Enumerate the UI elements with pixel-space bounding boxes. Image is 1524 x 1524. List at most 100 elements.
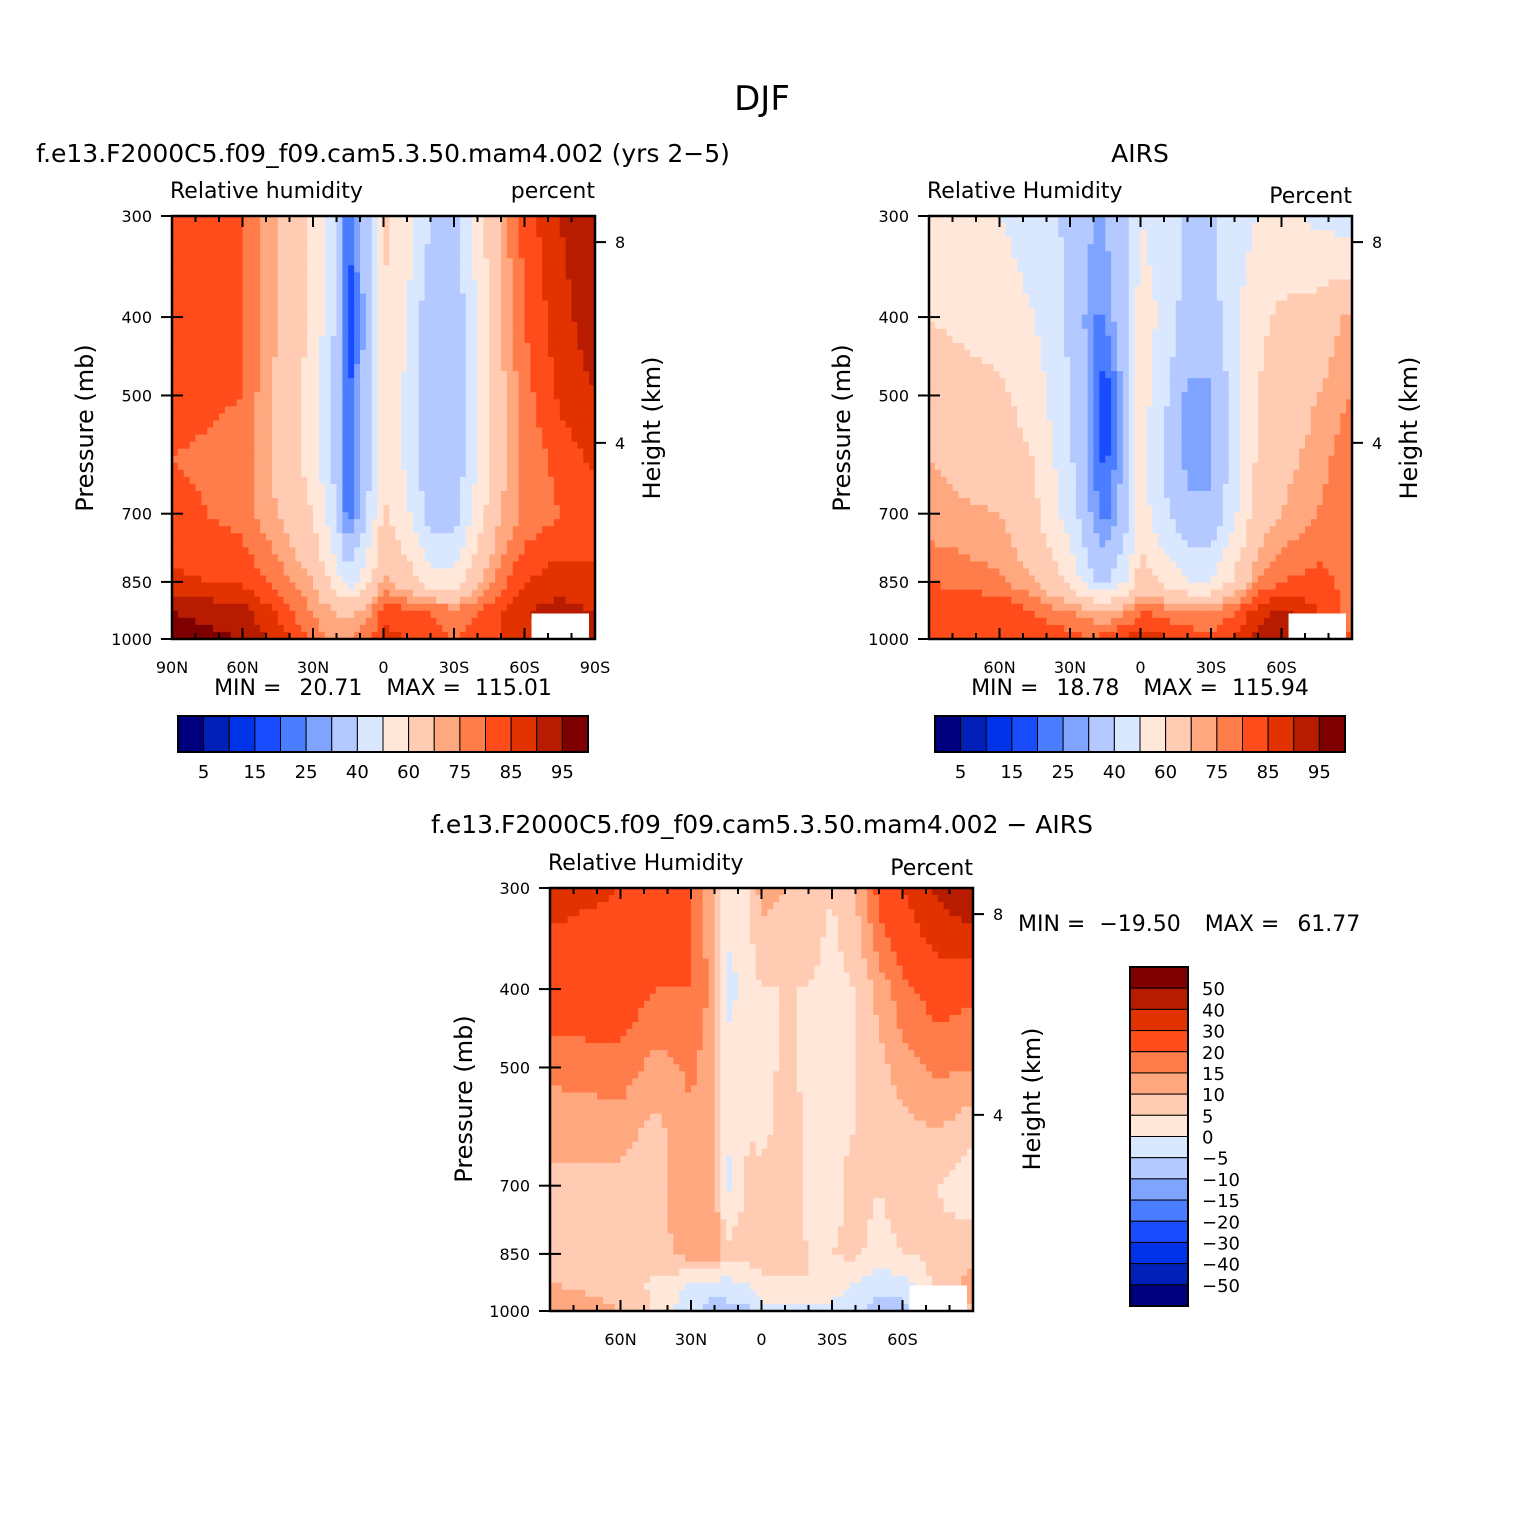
field-cell <box>365 258 373 266</box>
field-cell <box>1175 237 1183 245</box>
field-cell <box>571 272 578 281</box>
field-cell <box>365 519 373 527</box>
field-cell <box>448 483 455 492</box>
field-cell <box>987 237 995 245</box>
field-cell <box>195 448 202 457</box>
field-cell <box>295 216 302 224</box>
field-cell <box>354 547 361 555</box>
field-cell <box>242 533 249 541</box>
field-cell <box>313 216 320 224</box>
field-cell <box>1140 244 1147 252</box>
field-cell <box>483 526 490 534</box>
field-cell <box>401 505 408 513</box>
field-cell <box>559 554 567 563</box>
field-cell <box>448 371 455 379</box>
field-cell <box>565 321 573 330</box>
field-cell <box>377 540 385 548</box>
field-cell <box>548 554 555 563</box>
field-cell <box>489 216 496 224</box>
field-cell <box>436 378 443 386</box>
field-cell <box>436 286 443 295</box>
field-cell <box>471 378 479 386</box>
field-cell <box>1322 237 1330 245</box>
field-cell <box>524 490 531 499</box>
field-cell <box>548 505 555 513</box>
field-cell <box>471 434 479 443</box>
field-cell <box>589 505 596 513</box>
field-cell <box>313 561 320 570</box>
field-cell <box>219 490 226 499</box>
field-cell <box>424 512 432 520</box>
field-cell <box>289 568 296 577</box>
field-cell <box>295 434 302 443</box>
field-cell <box>1169 244 1177 252</box>
field-cell <box>512 519 520 527</box>
field-cell <box>542 413 549 422</box>
field-cell <box>430 624 437 633</box>
field-cell <box>283 357 291 365</box>
field-cell <box>518 321 526 330</box>
field-cell <box>213 448 220 457</box>
field-cell <box>283 582 291 591</box>
field-cell <box>571 483 578 492</box>
field-cell <box>242 554 249 563</box>
field-cell <box>448 364 455 372</box>
field-cell <box>483 441 490 450</box>
field-cell <box>354 441 361 450</box>
field-cell <box>407 631 414 640</box>
field-cell <box>495 526 502 534</box>
field-cell <box>242 631 249 640</box>
field-cell <box>219 483 226 492</box>
field-cell <box>1199 244 1206 252</box>
field-cell <box>395 237 402 245</box>
field-cell <box>412 547 420 555</box>
field-cell <box>224 490 232 499</box>
field-cell <box>365 575 373 584</box>
field-cell <box>1293 223 1300 231</box>
field-cell <box>177 589 185 598</box>
field-cell <box>1046 223 1053 231</box>
field-cell <box>172 258 179 266</box>
field-cell <box>424 364 432 372</box>
field-cell <box>242 258 249 266</box>
field-cell <box>565 554 573 563</box>
field-cell <box>383 342 390 351</box>
field-cell <box>536 307 543 316</box>
field-cell <box>964 244 971 252</box>
field-cell <box>389 568 396 577</box>
field-cell <box>483 413 490 422</box>
field-cell <box>483 406 490 414</box>
field-cell <box>571 258 578 266</box>
field-cell <box>213 265 220 273</box>
field-cell <box>307 561 314 570</box>
field-cell <box>313 526 320 534</box>
field-cell <box>553 244 561 252</box>
field-cell <box>1164 265 1171 273</box>
field-cell <box>360 603 367 612</box>
field-cell <box>348 272 355 281</box>
field-cell <box>418 554 426 563</box>
field-cell <box>465 420 473 429</box>
field-cell <box>201 237 208 245</box>
field-cell <box>177 483 185 492</box>
field-cell <box>442 293 449 302</box>
field-cell <box>559 251 567 259</box>
field-cell <box>583 349 590 358</box>
field-cell <box>1070 265 1077 273</box>
field-cell <box>424 427 432 436</box>
field-cell <box>318 237 326 245</box>
field-cell <box>536 505 543 513</box>
field-cell <box>477 223 484 231</box>
field-cell <box>418 455 426 464</box>
field-cell <box>301 300 308 309</box>
field-cell <box>189 476 197 485</box>
field-cell <box>360 610 367 619</box>
field-cell <box>1122 237 1130 245</box>
field-cell <box>207 357 214 365</box>
field-cell <box>271 617 279 626</box>
field-cell <box>260 349 267 358</box>
field-cell <box>571 265 578 273</box>
field-cell <box>201 258 208 266</box>
field-cell <box>583 469 590 478</box>
field-cell <box>224 512 232 520</box>
